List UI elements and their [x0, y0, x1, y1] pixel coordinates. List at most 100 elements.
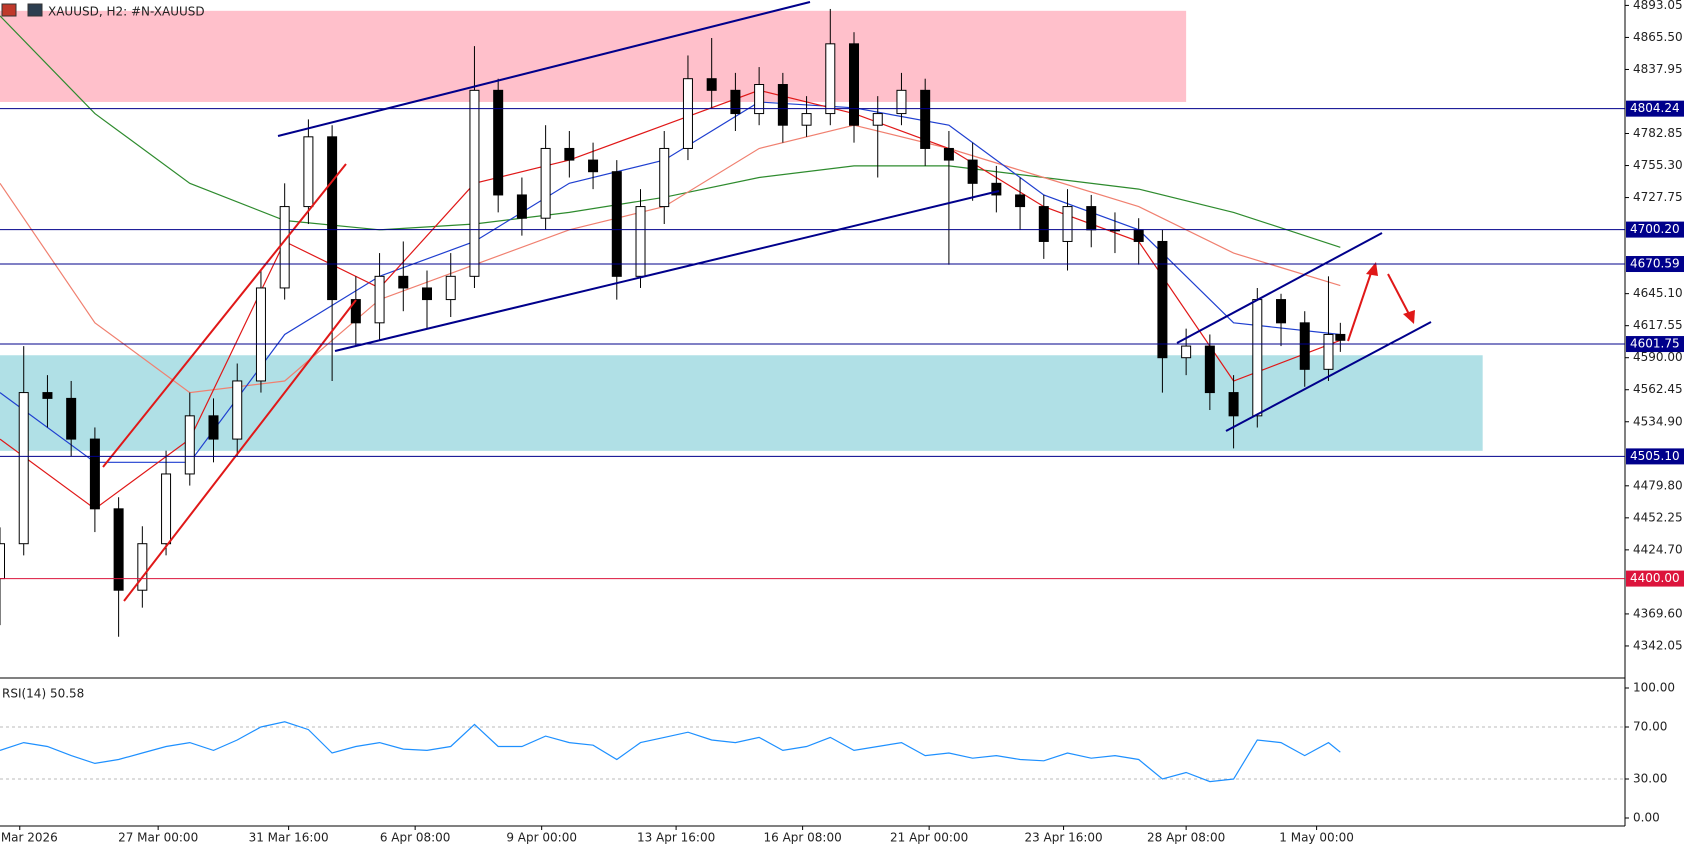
- x-tick-label: 31 Mar 16:00: [249, 831, 329, 845]
- candle: [1157, 229, 1168, 393]
- icon: [1, 3, 17, 17]
- candle-body: [896, 89, 907, 115]
- candle: [66, 380, 77, 457]
- candle-body: [540, 147, 551, 219]
- candle: [540, 125, 551, 230]
- y-tick-label: 30.00: [1633, 772, 1667, 786]
- level-tag: [1626, 336, 1684, 353]
- x-tick-label: 6 Apr 08:00: [380, 831, 451, 845]
- candle-body: [801, 113, 812, 126]
- candle: [872, 96, 883, 178]
- y-tick-label: 4342.05: [1633, 638, 1683, 652]
- rsi-line: [0, 721, 1341, 783]
- candle-body: [66, 397, 77, 440]
- candle-body: [208, 415, 219, 440]
- candle-body: [422, 287, 433, 301]
- candle: [137, 526, 148, 608]
- candle-body: [469, 89, 480, 277]
- candle-body: [659, 147, 670, 208]
- candle-body: [1181, 345, 1192, 359]
- candle: [801, 96, 812, 137]
- candle: [303, 119, 314, 225]
- candle-body: [327, 136, 338, 301]
- y-tick-label: 4782.85: [1633, 126, 1683, 140]
- candle: [1181, 328, 1192, 376]
- candle-body: [991, 182, 1002, 196]
- candle: [42, 375, 53, 428]
- arrow-head: [1366, 262, 1378, 276]
- candle-body: [1157, 240, 1168, 359]
- candle-body: [161, 473, 172, 545]
- candle: [493, 78, 504, 213]
- y-tick-label: 4837.95: [1633, 62, 1683, 76]
- candle: [422, 270, 433, 329]
- level-label: 4804.24: [1630, 101, 1680, 115]
- y-tick-label: 4617.55: [1633, 318, 1683, 332]
- candle-body: [113, 508, 124, 591]
- candle-body: [1228, 392, 1239, 417]
- candle-body: [18, 392, 29, 545]
- x-tick-label: 9 Apr 00:00: [506, 831, 577, 845]
- candle-body: [730, 89, 741, 115]
- candle: [777, 72, 788, 143]
- candle: [1086, 194, 1097, 248]
- arrow: [1347, 269, 1373, 342]
- candle-body: [89, 438, 100, 510]
- candle-body: [445, 275, 456, 301]
- level-tag: [1626, 256, 1684, 273]
- candle: [991, 165, 1002, 213]
- x-tick-label: 27 Mar 00:00: [118, 831, 198, 845]
- candle-body: [1299, 322, 1310, 370]
- candle-body: [943, 147, 954, 161]
- candle-body: [1204, 345, 1215, 394]
- candle: [232, 363, 243, 457]
- candle: [1323, 276, 1334, 381]
- rsi-title: RSI(14) 50.58: [2, 687, 84, 701]
- level-tag: [1626, 570, 1684, 587]
- candle-body: [279, 206, 290, 289]
- candle-body: [0, 543, 5, 580]
- candle: [1038, 194, 1049, 259]
- candle: [967, 142, 978, 201]
- candle: [920, 78, 931, 166]
- y-tick-label: 4893.05: [1633, 0, 1683, 12]
- x-tick-label: 13 Apr 16:00: [637, 831, 715, 845]
- level-tag: [1626, 448, 1684, 465]
- candle: [825, 8, 836, 126]
- y-tick-label: 4645.10: [1633, 286, 1683, 300]
- y-tick-label: 0.00: [1633, 811, 1660, 825]
- trendline: [123, 299, 357, 602]
- candle: [1228, 375, 1239, 449]
- candle-body: [635, 206, 646, 277]
- candle-body: [350, 299, 361, 324]
- x-tick-label: 24 Mar 2026: [0, 831, 58, 845]
- y-tick-label: 4369.60: [1633, 606, 1683, 620]
- trendline: [277, 1, 811, 137]
- y-tick-label: 4755.30: [1633, 158, 1683, 172]
- candle: [350, 276, 361, 347]
- y-tick-label: 4727.75: [1633, 190, 1683, 204]
- x-tick-label: 21 Apr 00:00: [890, 831, 968, 845]
- candle-body: [42, 392, 53, 399]
- candle: [0, 527, 5, 626]
- candle: [849, 32, 860, 143]
- candle-body: [184, 415, 195, 475]
- candle: [374, 253, 385, 341]
- x-tick-label: 23 Apr 16:00: [1024, 831, 1102, 845]
- candle: [564, 131, 575, 178]
- candle-body: [1062, 206, 1073, 242]
- candle: [113, 497, 124, 637]
- candle: [730, 72, 741, 132]
- candle: [588, 142, 599, 190]
- candle-body: [1252, 299, 1263, 417]
- candle: [1133, 218, 1144, 265]
- candle: [445, 253, 456, 318]
- candle-body: [872, 113, 883, 126]
- trendline: [334, 190, 1000, 352]
- candle-body: [1086, 206, 1097, 231]
- x-tick-label: 16 Apr 08:00: [763, 831, 841, 845]
- arrow: [1387, 273, 1411, 317]
- candle-body: [967, 159, 978, 184]
- candle-body: [1015, 194, 1026, 208]
